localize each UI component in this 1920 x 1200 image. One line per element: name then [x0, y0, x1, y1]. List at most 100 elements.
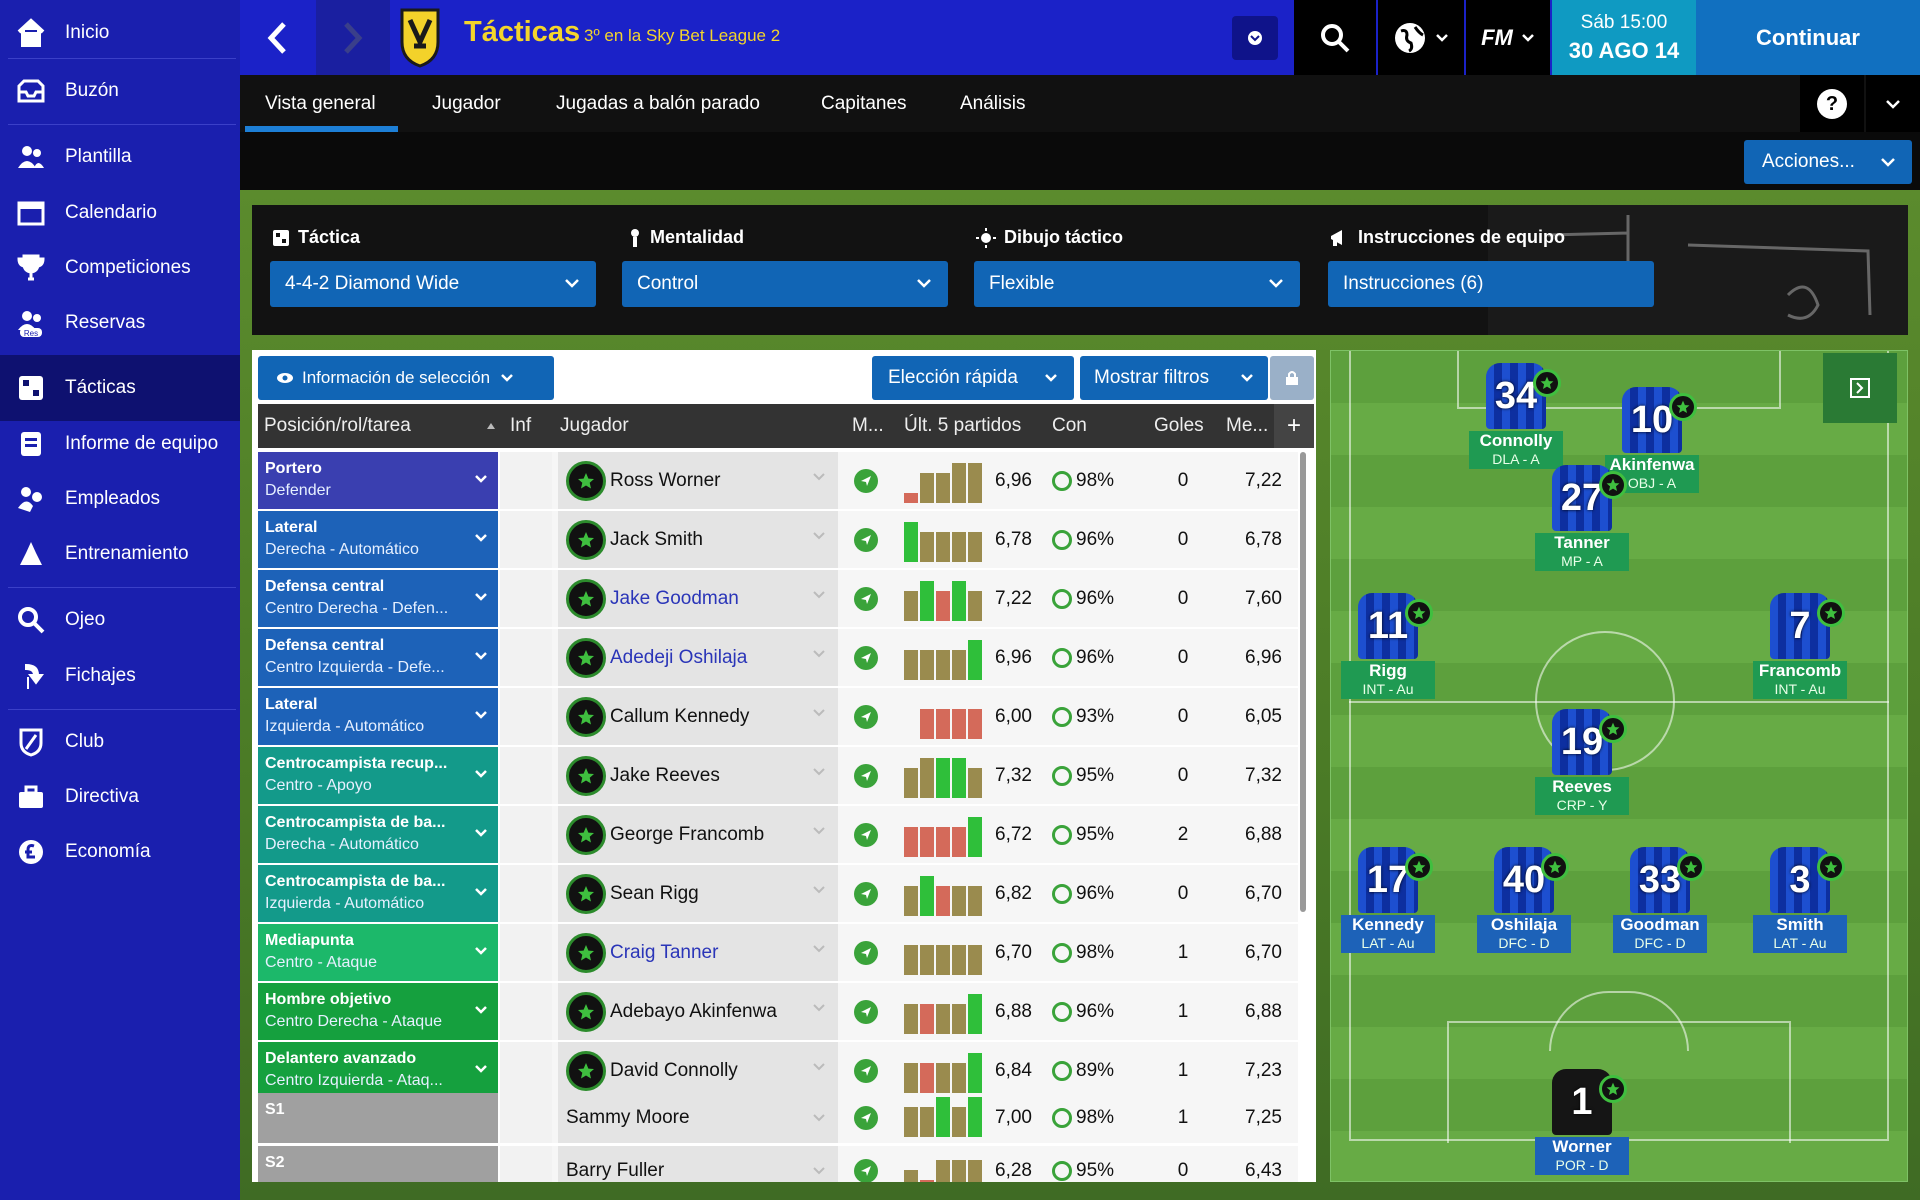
table-row[interactable]: Lateral Izquierda - Automático Callum Kenn… [258, 688, 1298, 747]
shape-select[interactable]: Flexible [974, 261, 1300, 307]
sidebar-item-board[interactable]: Directiva [0, 764, 240, 830]
pitch-player[interactable]: 11 Rigg INT - Au [1341, 593, 1435, 705]
search-button[interactable] [1294, 0, 1376, 75]
title-dropdown-button[interactable] [1232, 16, 1278, 60]
sidebar-item-inbox[interactable]: Buzón [0, 58, 240, 124]
player-select[interactable]: Adebayo Akinfenwa [558, 983, 838, 1040]
table-scrollbar[interactable] [1300, 452, 1306, 912]
tab-analysis[interactable]: Análisis [960, 75, 1025, 132]
table-row[interactable]: Mediapunta Centro - Ataque Craig Tanner 6,7… [258, 924, 1298, 983]
role-select[interactable]: S1 [258, 1093, 498, 1143]
player-name[interactable]: Sammy Moore [566, 1107, 690, 1128]
player-select[interactable]: Jake Goodman [558, 570, 838, 627]
table-row[interactable]: Defensa central Centro Izquierda - Defe..… [258, 629, 1298, 688]
sidebar-item-club[interactable]: Club [0, 709, 240, 775]
sidebar-item-reserves[interactable]: Res Reservas [0, 290, 240, 356]
tab-player[interactable]: Jugador [432, 75, 501, 132]
player-name[interactable]: Craig Tanner [610, 941, 719, 963]
continue-button[interactable]: Continuar [1696, 0, 1920, 75]
sidebar-item-staff[interactable]: Empleados [0, 466, 240, 532]
add-column-button[interactable]: + [1274, 404, 1314, 448]
col-player[interactable]: Jugador [560, 415, 629, 436]
table-row[interactable]: Centrocampista de ba... Izquierda - Autom… [258, 865, 1298, 924]
table-row[interactable]: Defensa central Centro Derecha - Defen...… [258, 570, 1298, 629]
role-select[interactable]: Lateral Izquierda - Automático [258, 688, 498, 745]
role-select[interactable]: Centrocampista de ba... Izquierda - Autom… [258, 865, 498, 922]
player-name[interactable]: George Francomb [610, 823, 765, 845]
tactic-select[interactable]: 4-4-2 Diamond Wide [270, 261, 596, 307]
pitch-panel-toggle[interactable] [1823, 353, 1897, 423]
pitch-player[interactable]: 34 Connolly DLA - A [1469, 363, 1563, 475]
player-select[interactable]: Ross Worner [558, 452, 838, 509]
player-select[interactable]: Craig Tanner [558, 924, 838, 981]
player-name[interactable]: Callum Kennedy [610, 705, 750, 727]
role-select[interactable]: Mediapunta Centro - Ataque [258, 924, 498, 981]
pitch-player[interactable]: 27 Tanner MP - A [1535, 465, 1629, 577]
player-name[interactable]: David Connolly [610, 1059, 738, 1081]
player-select[interactable]: Barry Fuller [558, 1146, 838, 1182]
tab-captains[interactable]: Capitanes [821, 75, 907, 132]
sidebar-item-training[interactable]: Entrenamiento [0, 521, 240, 587]
role-select[interactable]: Portero Defender [258, 452, 498, 509]
fm-menu-button[interactable]: FM [1466, 0, 1550, 75]
player-select[interactable]: Callum Kennedy [558, 688, 838, 745]
world-menu-button[interactable] [1378, 0, 1464, 75]
sidebar-item-transfers[interactable]: Fichajes [0, 643, 240, 709]
col-last5[interactable]: Últ. 5 partidos [904, 415, 1022, 436]
back-button[interactable] [240, 0, 314, 75]
player-name[interactable]: Jake Reeves [610, 764, 720, 786]
pitch-player[interactable]: 40 Oshilaja DFC - D [1477, 847, 1571, 959]
player-select[interactable]: Jack Smith [558, 511, 838, 568]
table-row[interactable]: S1 Sammy Moore 7,00 98% 1 7,25 [258, 1093, 1298, 1152]
lock-button[interactable] [1270, 356, 1314, 400]
instructions-select[interactable]: Instrucciones (6) [1328, 261, 1654, 307]
role-select[interactable]: Defensa central Centro Izquierda - Defe..… [258, 629, 498, 686]
col-morale[interactable]: M... [852, 415, 884, 436]
role-select[interactable]: Centrocampista recup... Centro - Apoyo [258, 747, 498, 804]
player-select[interactable]: George Francomb [558, 806, 838, 863]
table-row[interactable]: Hombre objetivo Centro Derecha - Ataque Ad… [258, 983, 1298, 1042]
sidebar-item-finances[interactable]: Economía [0, 819, 240, 885]
table-row[interactable]: Portero Defender Ross Worner 6,96 98% 0 7,22 [258, 452, 1298, 511]
pitch-player[interactable]: 33 Goodman DFC - D [1613, 847, 1707, 959]
player-name[interactable]: Barry Fuller [566, 1160, 665, 1181]
role-select[interactable]: Lateral Derecha - Automático [258, 511, 498, 568]
table-row[interactable]: Lateral Derecha - Automático Jack Smith 6,7… [258, 511, 1298, 570]
player-select[interactable]: Jake Reeves [558, 747, 838, 804]
pitch-player[interactable]: 17 Kennedy LAT - Au [1341, 847, 1435, 959]
col-average[interactable]: Me... [1226, 415, 1269, 436]
pitch-player[interactable]: 19 Reeves CRP - Y [1535, 709, 1629, 821]
sidebar-item-calendar[interactable]: Calendario [0, 180, 240, 246]
col-goals[interactable]: Goles [1154, 415, 1204, 436]
pitch-player[interactable]: 7 Francomb INT - Au [1753, 593, 1847, 705]
table-row[interactable]: Centrocampista de ba... Derecha - Automát… [258, 806, 1298, 865]
role-select[interactable]: Defensa central Centro Derecha - Defen... [258, 570, 498, 627]
player-name[interactable]: Jake Goodman [610, 587, 739, 609]
forward-button[interactable] [316, 0, 390, 75]
pitch-player[interactable]: 3 Smith LAT - Au [1753, 847, 1847, 959]
sidebar-item-trophy[interactable]: Competiciones [0, 235, 240, 301]
player-name[interactable]: Ross Worner [610, 469, 721, 491]
role-select[interactable]: Centrocampista de ba... Derecha - Automát… [258, 806, 498, 863]
player-name[interactable]: Sean Rigg [610, 882, 699, 904]
player-name[interactable]: Jack Smith [610, 528, 703, 550]
sidebar-item-team-report[interactable]: Informe de equipo [0, 411, 240, 477]
selection-info-button[interactable]: Información de selección [258, 356, 554, 400]
tab-overview[interactable]: Vista general [245, 75, 398, 132]
player-name[interactable]: Adebayo Akinfenwa [610, 1000, 777, 1022]
mentality-select[interactable]: Control [622, 261, 948, 307]
table-row[interactable]: S2 Barry Fuller 6,28 95% 0 6,43 [258, 1146, 1298, 1182]
player-name[interactable]: Adedeji Oshilaja [610, 646, 748, 668]
col-position[interactable]: Posición/rol/tarea [264, 415, 411, 436]
sidebar-item-squad[interactable]: Plantilla [0, 124, 240, 190]
actions-button[interactable]: Acciones... [1744, 140, 1912, 184]
table-row[interactable]: Delantero avanzado Centro Izquierda - Ata… [258, 1042, 1298, 1101]
role-select[interactable]: S2 [258, 1146, 498, 1182]
sidebar-item-scouting[interactable]: Ojeo [0, 587, 240, 653]
table-row[interactable]: Centrocampista recup... Centro - Apoyo Jak… [258, 747, 1298, 806]
role-select[interactable]: Delantero avanzado Centro Izquierda - Ata… [258, 1042, 498, 1099]
show-filters-button[interactable]: Mostrar filtros [1080, 356, 1268, 400]
tab-set-pieces[interactable]: Jugadas a balón parado [556, 75, 760, 132]
col-condition[interactable]: Con [1052, 415, 1087, 436]
pitch-player[interactable]: 1 Worner POR - D [1535, 1069, 1629, 1181]
